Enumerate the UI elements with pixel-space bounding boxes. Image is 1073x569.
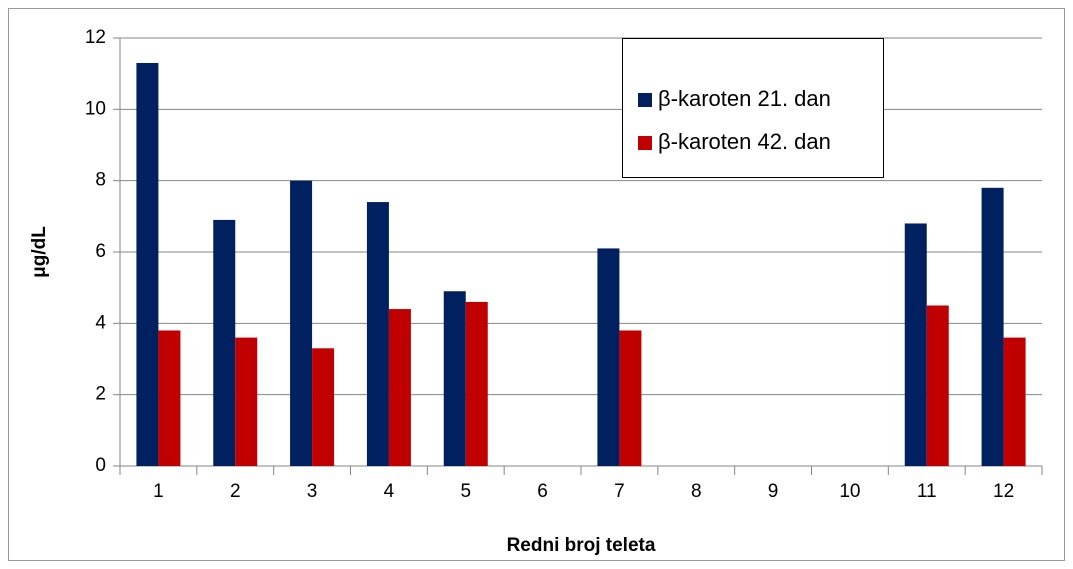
legend-label: β-karoten 21. dan bbox=[658, 86, 831, 111]
legend-label: β-karoten 42. dan bbox=[658, 129, 831, 154]
x-tick-label: 9 bbox=[768, 481, 779, 502]
bar bbox=[312, 348, 335, 466]
bar bbox=[597, 248, 620, 466]
y-tick-label: 12 bbox=[85, 27, 106, 48]
bar bbox=[366, 202, 389, 467]
bar bbox=[136, 62, 159, 466]
y-axis-label: μg/dL bbox=[29, 226, 50, 278]
legend-swatch bbox=[638, 136, 652, 150]
x-tick-label: 6 bbox=[537, 481, 548, 502]
bar bbox=[388, 309, 411, 466]
x-tick-label: 3 bbox=[307, 481, 318, 502]
bar bbox=[213, 219, 236, 466]
bar bbox=[926, 305, 949, 466]
bar bbox=[235, 337, 258, 466]
bar bbox=[465, 301, 488, 466]
bar bbox=[290, 180, 313, 466]
bar bbox=[443, 291, 466, 466]
legend-swatch bbox=[638, 93, 652, 107]
x-tick-label: 8 bbox=[691, 481, 702, 502]
x-tick-label: 5 bbox=[460, 481, 471, 502]
x-axis-label: Redni broj teleta bbox=[507, 535, 656, 556]
y-tick-label: 0 bbox=[95, 455, 106, 476]
bar bbox=[158, 330, 181, 466]
y-tick-label: 2 bbox=[95, 384, 106, 405]
y-tick-label: 10 bbox=[85, 98, 106, 119]
bar bbox=[1003, 337, 1026, 466]
x-tick-label: 12 bbox=[993, 481, 1014, 502]
x-tick-label: 7 bbox=[614, 481, 625, 502]
legend-box bbox=[622, 38, 884, 178]
x-tick-label: 10 bbox=[839, 481, 860, 502]
x-tick-label: 11 bbox=[917, 481, 937, 502]
x-tick-label: 2 bbox=[230, 481, 241, 502]
x-tick-label: 1 bbox=[153, 481, 164, 502]
bar bbox=[981, 187, 1004, 467]
y-tick-label: 4 bbox=[95, 312, 106, 333]
x-tick-label: 4 bbox=[384, 481, 395, 502]
y-tick-label: 6 bbox=[95, 241, 106, 262]
y-tick-label: 8 bbox=[95, 170, 106, 191]
bar bbox=[904, 223, 927, 466]
bar bbox=[619, 330, 642, 466]
